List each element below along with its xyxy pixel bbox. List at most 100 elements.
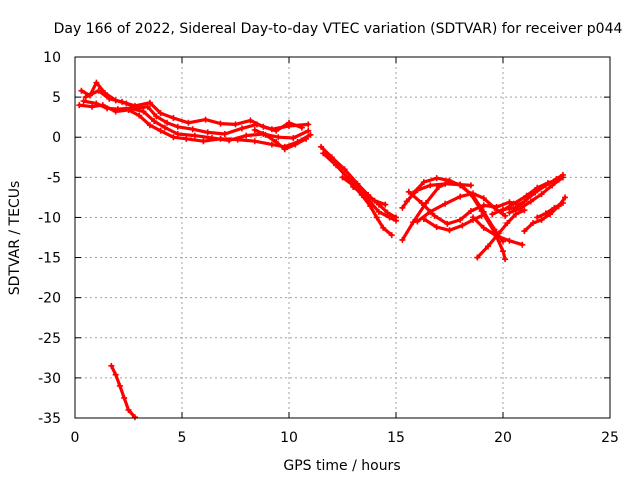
data-point [414,187,421,194]
data-point [427,182,434,189]
data-point [442,180,449,187]
data-point [268,141,275,148]
data-point [478,212,485,219]
data-point [251,127,258,134]
data-point [549,182,556,189]
data-point [506,237,513,244]
y-axis-ticks: 10 5 0 -5 -10 -15 -20 -25 -30 -35 [38,50,610,427]
data-point [403,198,410,205]
data-point [559,200,566,207]
grid [75,57,610,418]
data-point [467,182,474,189]
data-point [131,102,138,109]
series-track-5 [253,128,308,151]
data-point [151,118,158,125]
data-point [221,131,228,138]
x-tick-label: 0 [71,430,80,446]
x-tick-label: 10 [280,430,298,446]
data-point [485,243,492,250]
y-tick-label: -10 [38,210,61,226]
data-point [333,162,340,169]
data-point [191,132,198,139]
data-point [375,208,382,215]
data-point [174,131,181,138]
data-point [538,216,545,223]
data-point [538,191,545,198]
data-point [78,87,85,94]
data-point [164,119,171,126]
data-point [523,192,530,199]
data-point [393,217,399,224]
data-point [243,132,250,139]
y-tick-label: -20 [38,291,61,307]
data-point [350,183,357,190]
data-point [431,212,438,219]
x-tick-label: 15 [387,430,405,446]
data-point [544,179,551,186]
data-point [112,371,119,378]
data-point [146,122,153,129]
data-point [204,129,211,136]
data-point [382,201,389,208]
data-point [119,98,126,105]
data-point [93,79,100,86]
series-track-14 [407,190,522,226]
data-point [521,228,528,235]
data-point [500,207,506,214]
data-point [470,190,477,197]
data-point [251,138,258,145]
data-point [131,414,138,421]
data-point [292,141,299,148]
data-point [307,131,314,138]
data-point [232,121,239,128]
data-point [99,102,106,109]
data-point [517,205,524,212]
data-point [89,103,96,110]
data-point [493,204,500,211]
data-point [80,98,87,105]
data-point [500,248,506,255]
data-point [399,236,406,243]
data-point [185,119,192,126]
series-track-6 [319,145,398,219]
data-point [318,143,325,150]
data-point [551,204,558,211]
data-point [420,216,427,223]
y-tick-label: -15 [38,251,61,267]
data-point [410,219,417,226]
data-point [373,214,380,221]
data-point [457,181,464,188]
data-point [202,116,209,123]
data-point [136,112,143,119]
y-tick-label: 10 [43,50,61,66]
data-point [521,207,528,214]
data-point [305,121,312,128]
data-point [125,106,132,113]
data-point [495,230,502,237]
data-point [399,204,406,211]
y-axis-label: SDTVAR / TECUs [7,181,23,296]
data-point [273,127,280,134]
data-point [504,220,511,227]
data-point [444,220,451,227]
data-point [367,203,374,210]
y-tick-label: -35 [38,411,61,427]
data-point [217,135,224,142]
data-point [360,191,367,198]
data-point [506,199,513,206]
data-point [157,110,164,117]
data-point [542,210,549,217]
series-track-8 [340,175,394,237]
data-point [502,212,509,219]
data-point [519,241,526,248]
data-point [153,113,160,120]
data-point [170,114,177,121]
data-point [183,135,190,142]
data-point [112,108,119,115]
data-point [140,108,147,115]
y-tick-label: 0 [52,130,61,146]
data-point [305,127,312,134]
data-series [76,79,569,421]
data-point [290,135,297,142]
